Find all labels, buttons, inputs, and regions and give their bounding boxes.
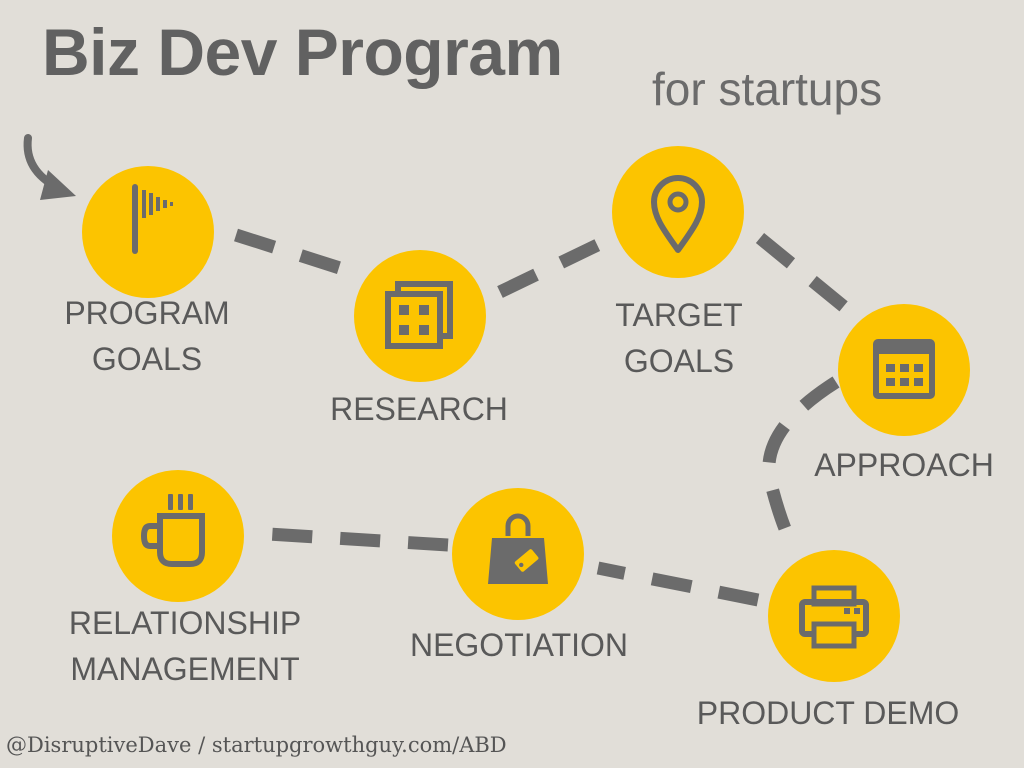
calendar-icon [873,339,935,399]
connector-target-approach [755,232,853,316]
step-approach-circle [838,304,970,436]
step-program-goals-circle [82,166,214,298]
grid-squares-icon [385,281,453,349]
step-research-circle [354,250,486,382]
step-target-goals-circle [612,146,744,278]
step-research-label: RESEARCH [330,391,508,427]
flag-icon [132,184,173,254]
coffee-mug-icon [140,494,205,567]
page-subtitle: for startups [652,63,883,115]
step-negotiation-label: NEGOTIATION [409,627,629,663]
step-negotiation-circle [452,488,584,620]
map-pin-icon [651,175,705,253]
page-title: Biz Dev Program [42,15,563,89]
step-relationship-management-circle [112,470,244,602]
connector-negotiation-relationship [267,527,449,552]
start-arrow-icon [23,134,76,200]
connector-demo-negotiation [596,561,760,607]
step-relationship-management-label: RELATIONSHIP MANAGEMENT [68,605,302,687]
step-product-demo-circle [768,550,900,682]
shopping-bag-icon [488,513,548,584]
step-target-goals-label: TARGET GOALS [615,297,743,379]
footer-credit: @DisruptiveDave / startupgrowthguy.com/A… [6,733,507,757]
connector-research-target [497,232,615,298]
step-product-demo-label: PRODUCT DEMO [696,695,960,731]
step-program-goals-label: PROGRAM GOALS [64,295,230,377]
step-approach-label: APPROACH [814,447,994,483]
connector-goals-research [234,228,348,277]
printer-icon [799,585,869,649]
connector-approach-demo [762,376,840,548]
